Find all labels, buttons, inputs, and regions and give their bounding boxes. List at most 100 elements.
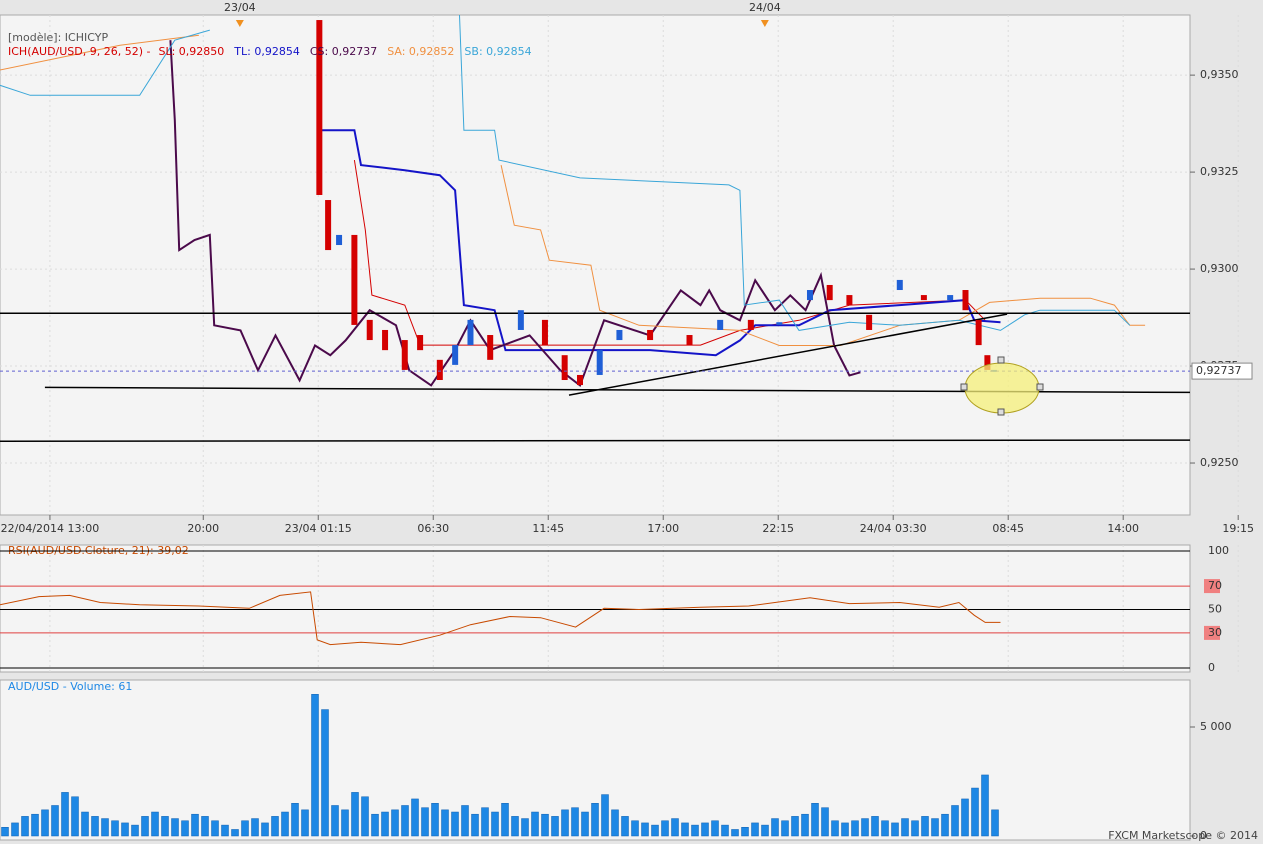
candle <box>336 234 343 246</box>
volume-bar <box>991 809 999 837</box>
volume-bar <box>891 822 899 837</box>
volume-bar <box>671 818 679 837</box>
volume-bar <box>571 807 579 837</box>
candle <box>747 319 754 330</box>
x-tick-label: 22/04/2014 13:00 <box>1 522 100 535</box>
volume-bar <box>581 811 589 837</box>
volume-bar <box>871 816 879 837</box>
y-tick-label: 30 <box>1208 626 1222 639</box>
volume-bar <box>21 816 29 837</box>
candle <box>417 335 424 351</box>
volume-bar <box>611 809 619 837</box>
volume-bar <box>281 811 289 837</box>
volume-bar <box>541 813 549 837</box>
y-tick-label: 50 <box>1208 602 1222 615</box>
volume-bar <box>291 803 299 837</box>
volume-bar <box>501 803 509 837</box>
x-tick-label: 08:45 <box>992 522 1024 535</box>
volume-bar <box>1 827 9 837</box>
candle <box>325 200 332 251</box>
indicator-line <box>319 129 1001 357</box>
candle <box>686 335 693 346</box>
candle <box>316 20 323 195</box>
x-tick-label: 06:30 <box>417 522 449 535</box>
volume-bar <box>201 816 209 837</box>
panel-title: AUD/USD - Volume: 61 <box>8 680 132 693</box>
date-marker <box>760 20 769 27</box>
volume-bar <box>461 805 469 837</box>
volume-bar <box>231 829 239 837</box>
volume-bar <box>731 829 739 837</box>
volume-bar <box>241 820 249 837</box>
candle <box>717 319 724 330</box>
x-tick-label: 14:00 <box>1107 522 1139 535</box>
last-price-box <box>1191 362 1253 380</box>
volume-bar <box>861 818 869 837</box>
volume-bar <box>41 809 49 837</box>
drawn-line <box>0 439 1191 443</box>
volume-bar <box>971 787 979 837</box>
volume-bar <box>261 822 269 837</box>
volume-bar <box>801 813 809 837</box>
volume-bar <box>221 824 229 837</box>
volume-bar <box>551 816 559 837</box>
candle <box>596 350 603 375</box>
volume-bar <box>441 809 449 837</box>
volume-bar <box>621 816 629 837</box>
volume-bar <box>61 792 69 837</box>
legend-entry: SB: 0,92854 <box>464 45 531 58</box>
volume-bar <box>901 818 909 837</box>
candle <box>366 319 373 341</box>
volume-bar <box>721 824 729 837</box>
volume-bar <box>91 816 99 837</box>
volume-bar <box>771 818 779 837</box>
candle <box>517 310 524 330</box>
candle <box>452 345 459 365</box>
volume-bar <box>881 820 889 837</box>
volume-bar <box>401 805 409 837</box>
volume-bar <box>591 803 599 837</box>
volume-bar <box>431 803 439 837</box>
indicator-line <box>169 40 861 388</box>
volume-bar <box>601 794 609 837</box>
candle <box>401 340 408 370</box>
x-tick-label: 17:00 <box>647 522 679 535</box>
volume-bar <box>811 803 819 837</box>
volume-bar <box>371 813 379 837</box>
y-tick-label: 0,9300 <box>1200 262 1239 275</box>
highlight-ellipse <box>964 362 1040 414</box>
volume-bar <box>81 811 89 837</box>
model-label: [modèle]: ICHICYP <box>8 31 108 44</box>
volume-bar <box>931 818 939 837</box>
volume-bar <box>191 813 199 837</box>
volume-bar <box>911 820 919 837</box>
y-tick-label: 0,9250 <box>1200 456 1239 469</box>
footer: FXCM Marketscope © 2014 <box>1108 829 1258 842</box>
volume-bar <box>391 809 399 837</box>
volume-bar <box>271 816 279 837</box>
volume-bar <box>161 816 169 837</box>
volume-bar <box>301 809 309 837</box>
volume-bar <box>151 811 159 837</box>
x-tick-label: 20:00 <box>187 522 219 535</box>
candle <box>776 322 783 325</box>
candle <box>866 314 873 330</box>
volume-bar <box>251 818 259 837</box>
volume-bar <box>411 798 419 837</box>
x-tick-label: 23/04 01:15 <box>285 522 352 535</box>
candle <box>561 355 568 381</box>
volume-bar <box>101 818 109 837</box>
handle <box>997 356 1005 364</box>
last-price-label: 0,92737 <box>1196 364 1242 377</box>
x-tick-label: 19:15 <box>1222 522 1254 535</box>
level-box <box>1204 579 1220 594</box>
volume-bar <box>451 811 459 837</box>
volume-bar <box>131 824 139 837</box>
volume-bar <box>821 807 829 837</box>
volume-bar <box>711 820 719 837</box>
candle <box>984 355 991 370</box>
volume-bar <box>491 811 499 837</box>
x-tick-label: 24/04 03:30 <box>860 522 927 535</box>
volume-bar <box>311 694 319 837</box>
